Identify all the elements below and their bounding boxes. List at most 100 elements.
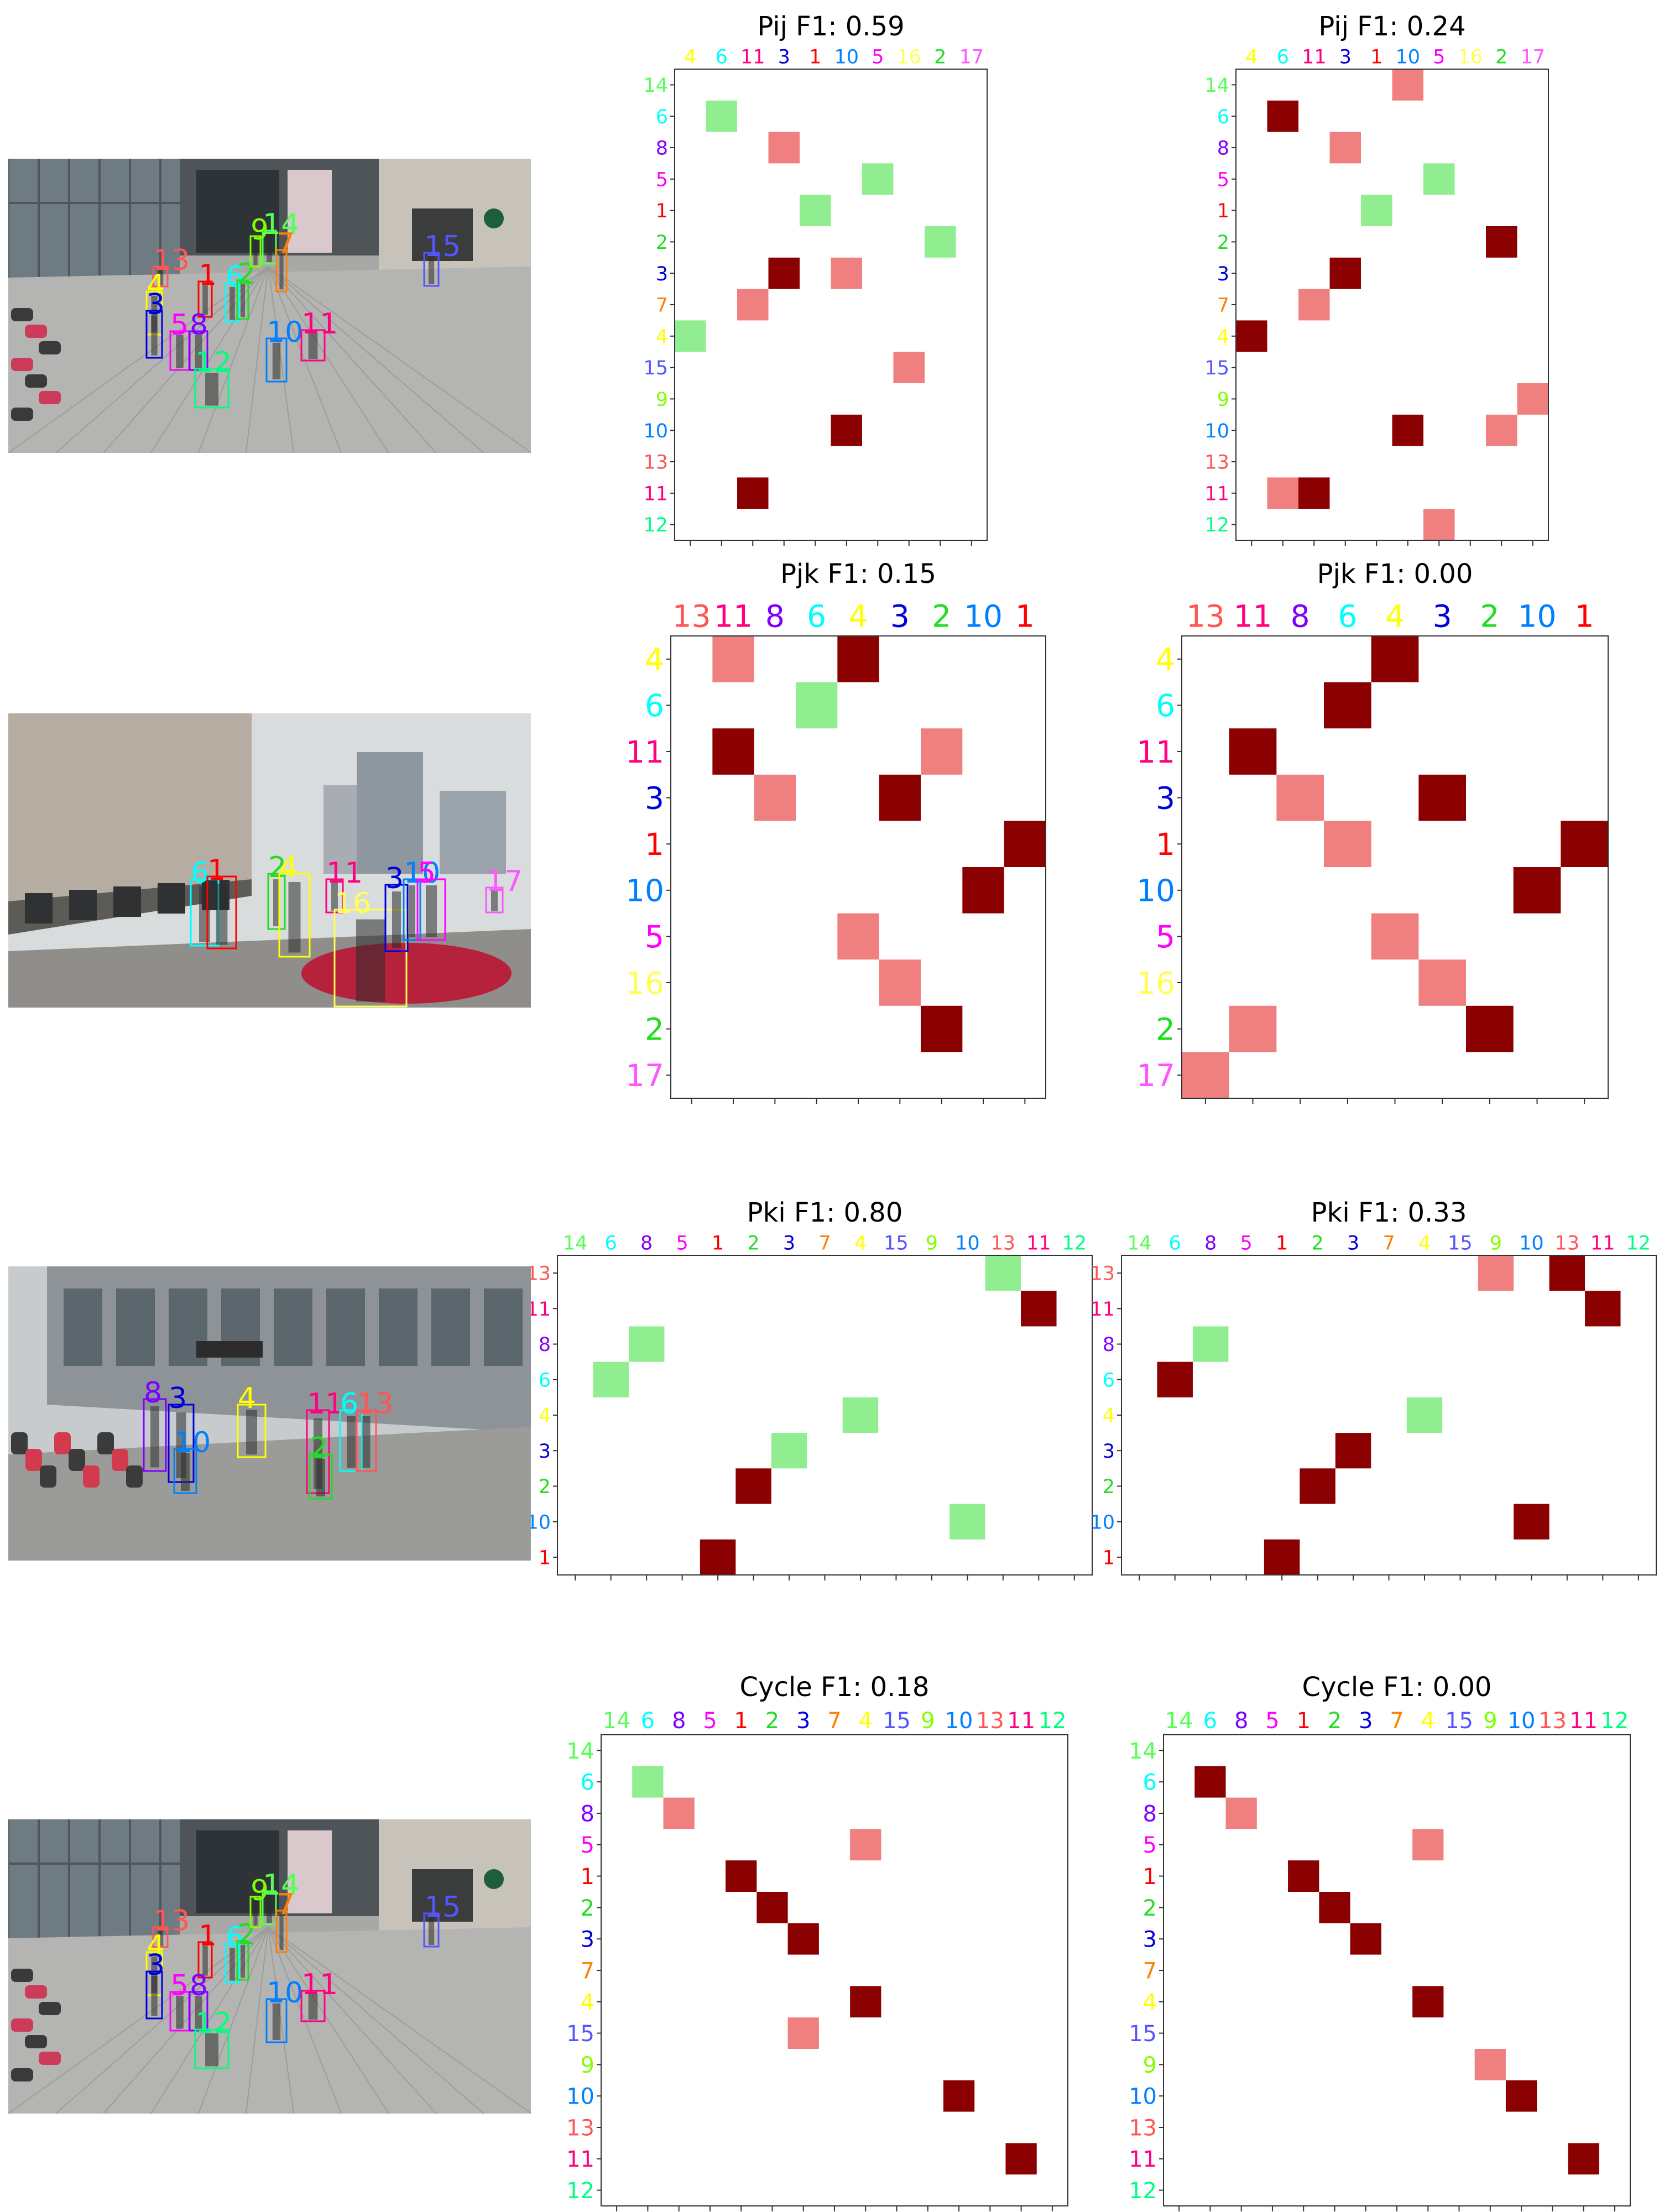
scene-photo-3: 8 3 10 4 11 2 6 13 [8, 1266, 531, 1561]
row-tick-label: 2 [656, 232, 668, 254]
column-tick-label: 12 [1062, 1233, 1087, 1255]
heatmap-cell-predicted [1549, 1255, 1585, 1291]
chart-title: Pki F1: 0.80 [747, 1197, 903, 1228]
column-tick-label: 7 [827, 1708, 841, 1734]
row-tick-label: 11 [1136, 734, 1175, 770]
heatmap-cell-predicted [1392, 414, 1423, 446]
row-tick-label: 6 [1156, 688, 1175, 723]
person-bounding-box [237, 1404, 267, 1458]
person-bounding-box [197, 280, 213, 318]
heatmap-cell-correct [628, 1326, 665, 1362]
heatmap-cell-predicted [1298, 477, 1330, 509]
column-tick-label: 16 [1458, 46, 1483, 69]
column-tick-label: 10 [1395, 46, 1420, 69]
heatmap-cell-missed [1517, 383, 1548, 415]
row-tick-label: 10 [1136, 873, 1175, 909]
row-tick-label: 2 [1217, 232, 1229, 254]
column-tick-label: 2 [934, 46, 946, 69]
column-tick-label: 9 [926, 1233, 938, 1255]
person-bounding-box [300, 1990, 326, 2022]
person-id-label: 4 [147, 1929, 165, 1963]
heatmap-cell-predicted [1267, 100, 1298, 132]
row-tick-label: 1 [1103, 1547, 1115, 1569]
person-id-label: 4 [147, 269, 165, 302]
heatmap-cell-missed [893, 352, 925, 383]
heatmap-cell-correct [1406, 1397, 1443, 1433]
row-tick-label: 11 [1090, 1298, 1115, 1321]
column-tick-label: 11 [740, 46, 765, 69]
person-id-label: 1 [199, 1919, 217, 1953]
heatmap-cell-correct [1423, 163, 1455, 195]
scene-photo-2: 6 1 2 4 11 16 3 10 5 17 [8, 713, 531, 1008]
person-id-label: 2 [237, 258, 255, 291]
person-bounding-box [262, 1890, 277, 1926]
person-bounding-box [197, 1941, 213, 1979]
row-tick-label: 11 [566, 2147, 594, 2172]
row-tick-label: 14 [1204, 75, 1229, 97]
person-bounding-box [275, 1910, 288, 1953]
heatmap-cell-predicted [1005, 2143, 1037, 2175]
column-tick-label: 14 [563, 1233, 588, 1255]
row-tick-label: 2 [539, 1476, 551, 1498]
person-id-label: 7 [276, 1888, 295, 1921]
row-tick-label: 3 [656, 263, 668, 285]
heatmap-cell-missed [837, 913, 879, 960]
heatmap-cell-predicted [787, 1923, 819, 1955]
person-bounding-box [189, 330, 208, 371]
person-bounding-box [145, 310, 163, 359]
heatmap-cell-missed [921, 728, 963, 775]
column-tick-label: 6 [641, 1708, 655, 1734]
column-tick-label: 3 [796, 1708, 810, 1734]
row-tick-label: 8 [1217, 138, 1229, 160]
heatmap-cell-predicted [1350, 1923, 1381, 1955]
heatmap-cell-missed [1392, 69, 1423, 101]
heatmap-cell-predicted [712, 728, 754, 775]
row-tick-label: 9 [1143, 2053, 1157, 2078]
column-tick-label: 11 [1302, 46, 1327, 69]
row-tick-label: 1 [656, 200, 668, 222]
heatmap-cell-predicted [735, 1468, 771, 1504]
row-tick-label: 8 [581, 1801, 594, 1827]
row-tick-label: 1 [1143, 1864, 1157, 1890]
column-tick-label: 11 [1234, 599, 1272, 634]
heatmap-cell-correct [771, 1433, 807, 1469]
column-tick-label: 15 [1445, 1708, 1473, 1734]
column-tick-label: 9 [921, 1708, 935, 1734]
row-tick-label: 8 [1143, 1801, 1157, 1827]
person-id-label: 8 [144, 1376, 162, 1410]
column-tick-label: 3 [783, 1233, 795, 1255]
heatmap-cell-predicted [1324, 682, 1371, 729]
heatmap-cell-correct [706, 100, 737, 132]
column-tick-label: 4 [859, 1708, 873, 1734]
person-bounding-box [265, 337, 288, 383]
row-tick-label: 13 [643, 452, 668, 474]
column-tick-label: 4 [1245, 46, 1258, 69]
row-tick-label: 2 [1143, 1896, 1157, 1921]
person-id-label: 2 [268, 851, 286, 884]
heatmap-cell-predicted [879, 774, 921, 821]
column-tick-label: 11 [714, 599, 753, 634]
person-id-label: 15 [424, 230, 461, 263]
column-tick-label: 10 [834, 46, 859, 69]
heatmap-cell-missed [831, 257, 862, 289]
scene-photo-1: 13 1 6 2 4 3 5 8 9 14 7 15 10 11 12 [8, 159, 531, 453]
person-id-label: 14 [263, 208, 299, 241]
row-tick-label: 8 [539, 1334, 551, 1356]
person-id-label: 5 [170, 309, 189, 342]
person-bounding-box [173, 1448, 197, 1494]
row-tick-label: 15 [643, 357, 668, 379]
column-tick-label: 1 [1296, 1708, 1310, 1734]
heatmap-cell-predicted [1264, 1539, 1300, 1575]
person-bounding-box [225, 282, 240, 323]
column-tick-label: 3 [1433, 599, 1452, 634]
person-bounding-box [485, 886, 504, 914]
person-bounding-box [206, 875, 237, 950]
row-tick-label: 16 [1136, 966, 1175, 1001]
row-tick-label: 13 [1090, 1263, 1115, 1285]
heatmap-cell-predicted [1319, 1892, 1350, 1923]
row-tick-label: 4 [539, 1405, 551, 1427]
column-tick-label: 6 [1169, 1233, 1181, 1255]
row-tick-label: 6 [645, 688, 664, 723]
person-bounding-box [403, 878, 421, 941]
